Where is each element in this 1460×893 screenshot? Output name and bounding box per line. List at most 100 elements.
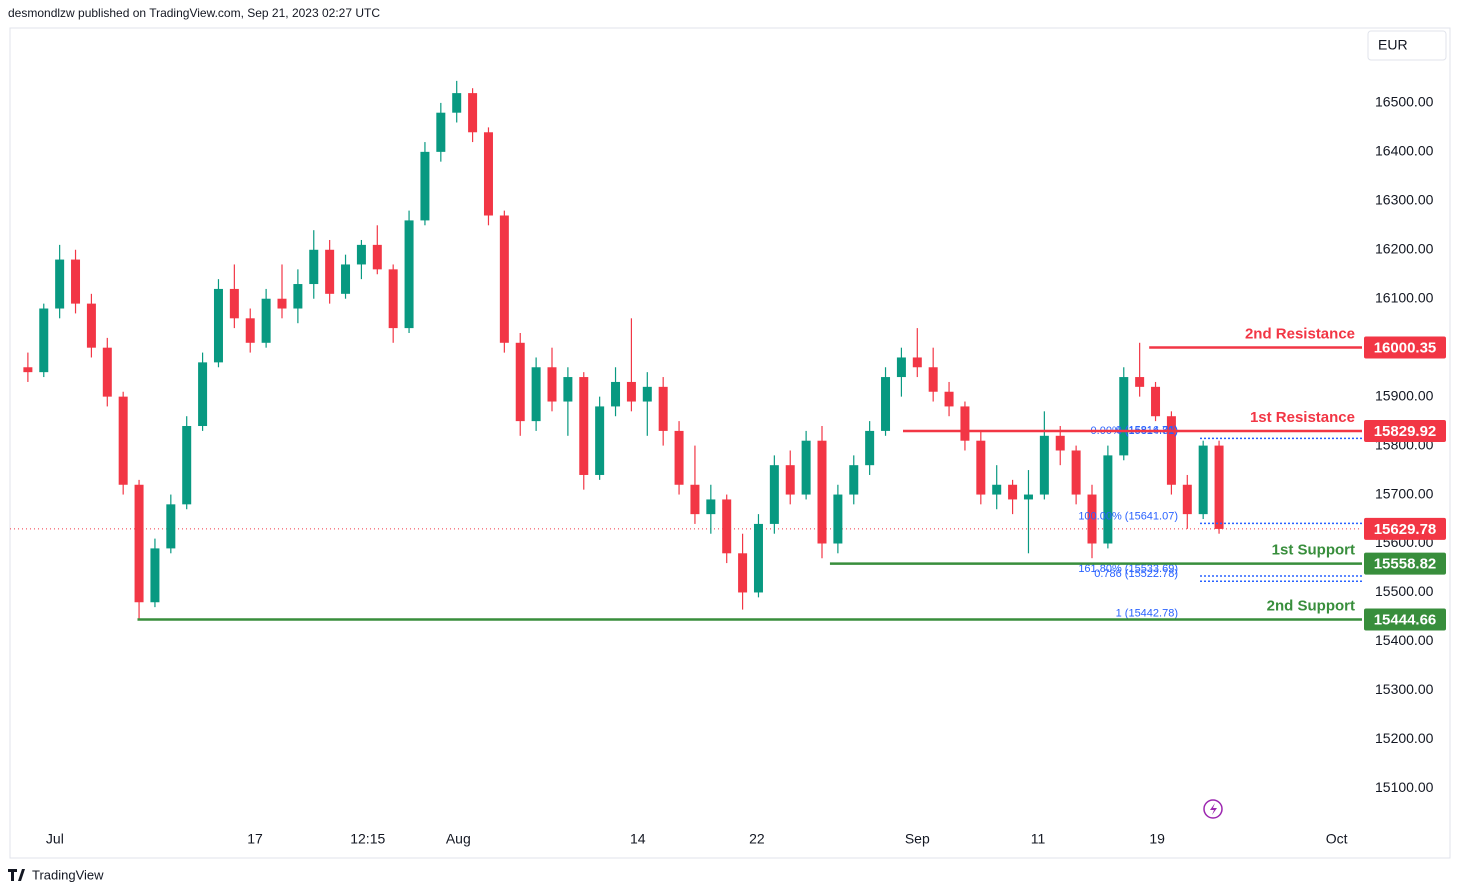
candle-body: [483, 132, 493, 216]
candle-body: [1039, 435, 1049, 495]
candle-body: [1087, 494, 1097, 544]
candle-body: [55, 259, 65, 309]
candle-body: [166, 504, 176, 549]
candle-body: [611, 381, 621, 407]
candle-body: [341, 264, 351, 294]
x-tick-label: 14: [630, 831, 646, 847]
candle-body: [468, 93, 478, 133]
x-tick-label: 17: [247, 831, 263, 847]
y-tick-label: 15900.00: [1375, 387, 1434, 403]
currency-button[interactable]: [1367, 30, 1447, 61]
candle-body: [134, 484, 144, 603]
candle-body: [277, 298, 287, 309]
candle-body: [563, 377, 573, 402]
candle-body: [896, 357, 906, 378]
candle-body: [992, 484, 1002, 495]
y-tick-label: 15100.00: [1375, 779, 1434, 795]
candle-body: [753, 523, 763, 593]
candle-body: [245, 318, 255, 343]
candle-body: [722, 499, 732, 554]
candle-body: [1103, 455, 1113, 544]
x-tick-label: Aug: [446, 831, 471, 847]
candle-body: [23, 367, 33, 373]
y-tick-label: 16200.00: [1375, 240, 1434, 256]
candle-body: [547, 367, 557, 402]
candle-body: [198, 362, 208, 427]
y-tick-label: 16100.00: [1375, 289, 1434, 305]
candle-body: [515, 342, 525, 422]
candle-body: [229, 288, 239, 319]
candle-body: [881, 377, 891, 431]
candle-body: [86, 303, 96, 348]
fib-label: 161.80% (15533.69): [1078, 563, 1178, 575]
candle-body: [595, 406, 605, 475]
y-tick-label: 15700.00: [1375, 485, 1434, 501]
candle-body: [817, 440, 827, 544]
candle-body: [976, 440, 986, 495]
y-tick-label: 15300.00: [1375, 681, 1434, 697]
candle-body: [404, 220, 414, 329]
candle-body: [801, 440, 811, 495]
candle-body: [642, 386, 652, 402]
level-name: 2nd Resistance: [1245, 325, 1355, 342]
candle-body: [658, 386, 668, 431]
candle-body: [182, 426, 192, 505]
x-tick-label: 19: [1149, 831, 1165, 847]
candle-body: [531, 367, 541, 422]
candle-body: [1071, 450, 1081, 495]
level-price-box: [1364, 336, 1446, 359]
candle-body: [928, 367, 938, 392]
candle-body: [1119, 377, 1129, 456]
candle-body: [213, 288, 223, 363]
candle-body: [71, 259, 81, 304]
candle-body: [1214, 445, 1224, 529]
y-tick-label: 16500.00: [1375, 94, 1434, 110]
brand-logo: [8, 869, 25, 881]
candle-body: [1151, 386, 1161, 417]
level-price-label: 15829.92: [1374, 423, 1437, 440]
candle-body: [1198, 445, 1208, 515]
candle-body: [738, 553, 748, 593]
byline: desmondlzw published on TradingView.com,…: [8, 6, 380, 20]
candle-body: [1008, 484, 1018, 500]
level-name: 1st Support: [1272, 542, 1355, 559]
level-price-box: [1364, 552, 1446, 575]
candle-body: [785, 465, 795, 495]
candle-body: [865, 430, 875, 466]
candle-body: [960, 406, 970, 441]
level-name: 2nd Support: [1267, 598, 1355, 615]
alert-bolt: [1210, 803, 1217, 815]
candle-body: [325, 249, 335, 294]
alert-icon[interactable]: [1203, 799, 1223, 819]
candle-body: [452, 93, 462, 113]
currency[interactable]: EUR: [1378, 37, 1408, 53]
candle-body: [309, 249, 319, 285]
candle-body: [150, 548, 160, 603]
level-price-box: [1364, 608, 1446, 631]
brand: TradingView: [32, 867, 104, 882]
candle-body: [372, 244, 382, 270]
y-tick-label: 15400.00: [1375, 632, 1434, 648]
candle-body: [769, 465, 779, 524]
candle-body: [1166, 416, 1176, 485]
candle-body: [1135, 377, 1145, 387]
candle-body: [626, 381, 636, 402]
candle-body: [293, 284, 303, 309]
candle-body: [1182, 484, 1192, 515]
candle-body: [39, 308, 49, 373]
x-tick-label: Oct: [1326, 831, 1348, 847]
x-tick-label: Jul: [46, 831, 64, 847]
level-name: 1st Resistance: [1250, 409, 1355, 426]
candle-body: [579, 377, 589, 475]
candle-body: [706, 499, 716, 515]
fib-label: 0.786 (15522.78): [1094, 568, 1178, 580]
y-tick-label: 16400.00: [1375, 143, 1434, 159]
x-tick-label: 11: [1031, 831, 1046, 847]
y-tick-label: 15500.00: [1375, 583, 1434, 599]
chart-frame: [9, 27, 1451, 859]
candle-body: [102, 347, 112, 397]
candle-body: [944, 391, 954, 407]
candle-body: [833, 494, 843, 544]
y-tick-label: 16300.00: [1375, 192, 1434, 208]
